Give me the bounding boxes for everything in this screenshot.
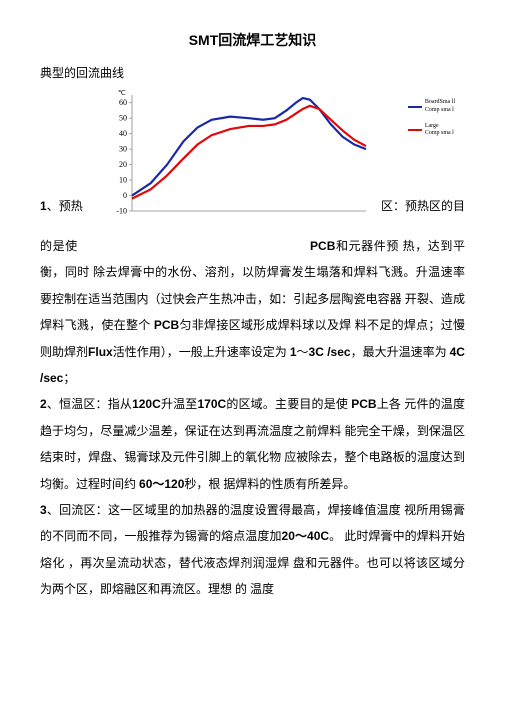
- p2-time: 60～120: [139, 477, 184, 491]
- title-prefix: SMT: [189, 32, 219, 48]
- p1-body3: 活性作用），一般上升速率设定为: [113, 345, 290, 359]
- p1-l2a: 的是使: [40, 239, 78, 253]
- p1-r1c: 3C /sec: [309, 345, 351, 359]
- p1-right-text: 区：预热区的目: [381, 199, 465, 213]
- svg-text:10: 10: [119, 176, 127, 185]
- p2-e: 秒，根 据焊料的性质有所差异。: [184, 477, 355, 491]
- p1-l2c: 和元器件预: [335, 239, 399, 253]
- svg-text:30: 30: [119, 145, 127, 154]
- num-2: 2: [40, 397, 47, 411]
- svg-text:40: 40: [119, 129, 127, 138]
- legend-swatch: [408, 129, 422, 131]
- page-title: SMT回流焊工艺知识: [40, 30, 465, 50]
- paragraph-3: 3、回流区：这一区域里的加热器的温度设置得最高，焊接峰值温度 视所用锡膏的不同而…: [40, 497, 465, 603]
- p2-t2: 170C: [197, 397, 226, 411]
- p1-left-text: 、预热: [47, 199, 83, 213]
- p1-body5: ；: [63, 371, 75, 385]
- subtitle: 典型的回流曲线: [40, 64, 465, 81]
- chart-legend: BoardSma llComp sma l LargeComp sma l: [408, 99, 455, 146]
- p1-r1b: ～: [297, 345, 309, 359]
- p2-a: 、恒温区：指从: [47, 397, 132, 411]
- legend-swatch: [408, 106, 422, 108]
- p1-pcb-2: PCB: [154, 318, 179, 332]
- p2-c: 的区域。主要目的是使: [226, 397, 351, 411]
- section-1-right: 区：预热区的目: [381, 197, 465, 214]
- p1-pcb-1: PCB: [310, 239, 335, 253]
- p2-pcb: PCB: [351, 397, 376, 411]
- p2-t1: 120C: [132, 397, 161, 411]
- svg-text:20: 20: [119, 160, 127, 169]
- svg-text:50: 50: [119, 114, 127, 123]
- p1-flux: Flux: [88, 345, 113, 359]
- p3-temp: 20～40C: [282, 529, 330, 543]
- reflow-curve-chart: -10 0 10 20 30 40 50 60℃: [110, 89, 370, 219]
- num-3: 3: [40, 503, 47, 517]
- section-1-left: 1、预热: [40, 197, 83, 214]
- svg-text:-10: -10: [116, 207, 127, 216]
- legend-item: LargeComp sma l: [408, 123, 455, 139]
- title-rest: 回流焊工艺知识: [218, 34, 316, 49]
- paragraph-1: 的是使 PCB和元器件预 热，达到平衡，同时 除去焊膏中的水份、溶剂，以防焊膏发…: [40, 233, 465, 391]
- legend-label: LargeComp sma l: [425, 123, 454, 139]
- svg-text:60: 60: [119, 98, 127, 107]
- legend-item: BoardSma llComp sma l: [408, 99, 455, 115]
- legend-label: BoardSma llComp sma l: [425, 99, 455, 115]
- num-1: 1: [40, 199, 47, 213]
- svg-text:℃: ℃: [118, 89, 126, 97]
- paragraph-2: 2、恒温区：指从120C升温至170C的区域。主要目的是使 PCB上各 元件的温…: [40, 391, 465, 497]
- svg-text:0: 0: [123, 191, 127, 200]
- p1-body4: ，最大升温速率为: [351, 345, 450, 359]
- chart-container: -10 0 10 20 30 40 50 60℃ BoardSma llComp sma l …: [40, 89, 465, 229]
- p1-r1a: 1: [290, 345, 297, 359]
- p2-b: 升温至: [161, 397, 198, 411]
